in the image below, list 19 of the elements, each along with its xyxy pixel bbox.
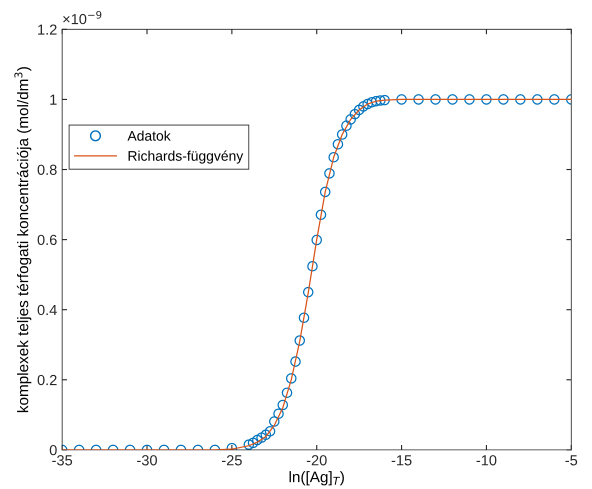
x-tick-label: -35 <box>52 455 72 466</box>
x-tick-label: -15 <box>392 455 412 466</box>
x-tick-label: -20 <box>306 455 327 466</box>
text: ×10$^{−9}$ <box>63 10 102 24</box>
y-tick-label: 1 <box>50 94 57 105</box>
legend-label: Richards-függvény <box>128 150 244 164</box>
x-axis-title: ln([Ag]$_{T}$) <box>290 471 344 486</box>
legend-label: Adatok <box>127 130 171 141</box>
y-tick-label: 0.2 <box>38 374 57 386</box>
y-tick-label: 0.8 <box>38 164 57 175</box>
x-tick-label: -30 <box>137 455 157 466</box>
y-tick-label: 0.6 <box>38 234 57 246</box>
x-tick-label: -25 <box>222 455 242 466</box>
x-tick-label: -5 <box>565 455 578 466</box>
y-tick-label: 1.2 <box>38 24 57 35</box>
x-tick-label: -10 <box>476 455 496 466</box>
y-tick-label: 0.4 <box>38 304 57 316</box>
y-tick-label: 0 <box>50 444 57 456</box>
y-axis-title: komplexek teljes térfogati koncentrációja (mol/dm$^{3}$) <box>14 67 32 412</box>
